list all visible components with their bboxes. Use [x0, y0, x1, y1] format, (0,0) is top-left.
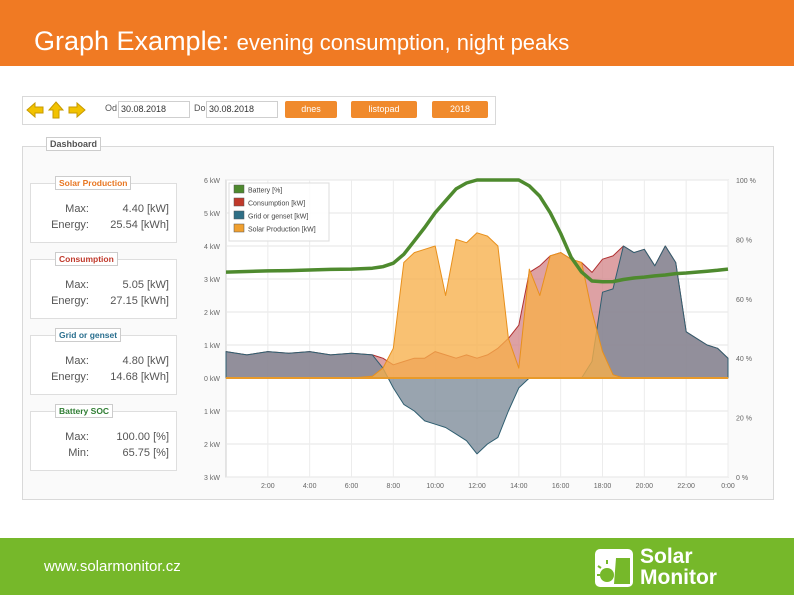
legend-label: Battery [%] — [248, 188, 282, 195]
legend-swatch — [233, 223, 245, 233]
energy-chart-svg: 6 kW 5 kW 4 kW 3 kW 2 kW 1 kW 0 kW 1 kW 2 kW 3 kW… — [204, 178, 756, 490]
arrow-right-icon[interactable] — [68, 101, 86, 119]
card-label: Max: — [65, 279, 89, 291]
title-sub: evening consumption, night peaks — [236, 30, 570, 55]
card-title: Consumption — [55, 252, 118, 266]
x-tick-label: 20:00 — [636, 483, 654, 490]
x-tick-label: 12:00 — [468, 483, 486, 490]
to-date-input[interactable]: 30.08.2018 — [206, 101, 278, 118]
y-left-tick-label: 3 kW — [204, 475, 220, 482]
card-value: 65.75 [%] — [122, 447, 169, 459]
today-button[interactable]: dnes — [285, 101, 337, 118]
card-value: 4.80 [kW] — [122, 355, 169, 367]
footer-bar — [0, 538, 794, 595]
y-left-tick-label: 0 kW — [204, 376, 220, 383]
x-tick-label: 16:00 — [552, 483, 570, 490]
x-tick-label: 0:00 — [721, 483, 735, 490]
series-grid-area — [225, 245, 729, 455]
y-right-tick-label: 20 % — [736, 416, 752, 423]
y-left-tick-label: 2 kW — [204, 442, 220, 449]
card-value: 4.40 [kW] — [122, 203, 169, 215]
y-left-tick-label: 3 kW — [204, 277, 220, 284]
legend-label: Solar Production [kW] — [248, 227, 316, 234]
legend-swatch — [233, 197, 245, 207]
logo-line2: Monitor — [640, 566, 717, 589]
slide-title: Graph Example: evening consumption, nigh… — [34, 26, 569, 57]
y-right-tick-label: 60 % — [736, 297, 752, 304]
card-label: Energy: — [51, 371, 89, 383]
legend-swatch — [233, 184, 245, 194]
legend-swatch — [233, 210, 245, 220]
sun-panel-icon — [595, 549, 633, 587]
card-value: 100.00 [%] — [116, 431, 169, 443]
card-grid-or-genset: Grid or genset Max: 4.80 [kW] Energy: 14… — [30, 328, 177, 395]
y-right-tick-label: 80 % — [736, 237, 752, 244]
card-solar-production: Solar Production Max: 4.40 [kW] Energy: … — [30, 176, 177, 243]
card-label: Energy: — [51, 295, 89, 307]
card-label: Energy: — [51, 219, 89, 231]
card-value: 5.05 [kW] — [122, 279, 169, 291]
card-title: Battery SOC — [55, 404, 114, 418]
card-value: 27.15 [kWh] — [110, 295, 169, 307]
year-button[interactable]: 2018 — [432, 101, 488, 118]
y-left-tick-label: 6 kW — [204, 178, 220, 185]
y-left-tick-label: 1 kW — [204, 409, 220, 416]
x-tick-label: 6:00 — [345, 483, 359, 490]
card-consumption: Consumption Max: 5.05 [kW] Energy: 27.15… — [30, 252, 177, 319]
legend-label: Grid or genset [kW] — [248, 214, 308, 221]
card-label: Min: — [68, 447, 89, 459]
from-date-input[interactable]: 30.08.2018 — [118, 101, 190, 118]
card-title: Solar Production — [55, 176, 132, 190]
energy-chart[interactable]: 6 kW 5 kW 4 kW 3 kW 2 kW 1 kW 0 kW 1 kW 2 kW 3 kW… — [190, 162, 770, 492]
logo-line1: Solar — [640, 545, 693, 568]
y-left-tick-label: 1 kW — [204, 343, 220, 350]
y-right-tick-label: 0 % — [736, 475, 748, 482]
y-left-tick-label: 5 kW — [204, 211, 220, 218]
y-right-tick-label: 100 % — [736, 178, 756, 185]
title-bar — [0, 0, 794, 66]
title-main: Graph Example: — [34, 26, 230, 56]
x-tick-label: 10:00 — [426, 483, 444, 490]
x-tick-label: 2:00 — [261, 483, 275, 490]
from-label: Od — [105, 103, 118, 113]
dashboard-tab[interactable]: Dashboard — [46, 137, 102, 151]
card-title: Grid or genset — [55, 328, 122, 342]
solar-monitor-logo: Solar Monitor — [594, 546, 734, 590]
card-value: 14.68 [kWh] — [110, 371, 169, 383]
y-right-tick-label: 40 % — [736, 356, 752, 363]
legend-box — [228, 182, 330, 242]
x-tick-label: 22:00 — [677, 483, 695, 490]
x-tick-label: 18:00 — [594, 483, 612, 490]
card-battery-soc: Battery SOC Max: 100.00 [%] Min: 65.75 [… — [30, 404, 177, 471]
series-battery-line — [225, 178, 729, 284]
legend-label: Consumption [kW] — [248, 201, 305, 208]
card-label: Max: — [65, 355, 89, 367]
x-tick-label: 8:00 — [387, 483, 401, 490]
arrow-up-icon[interactable] — [47, 101, 65, 119]
card-value: 25.54 [kWh] — [110, 219, 169, 231]
x-tick-label: 4:00 — [303, 483, 317, 490]
card-label: Max: — [65, 203, 89, 215]
y-left-tick-label: 4 kW — [204, 244, 220, 251]
to-label: Do — [194, 103, 206, 113]
card-label: Max: — [65, 431, 89, 443]
x-tick-label: 14:00 — [510, 483, 528, 490]
website-url[interactable]: www.solarmonitor.cz — [44, 558, 181, 575]
month-button[interactable]: listopad — [351, 101, 417, 118]
y-left-tick-label: 2 kW — [204, 310, 220, 317]
date-toolbar: Od 30.08.2018 Do 30.08.2018 dnes listopa… — [22, 96, 496, 125]
arrow-left-icon[interactable] — [26, 101, 44, 119]
